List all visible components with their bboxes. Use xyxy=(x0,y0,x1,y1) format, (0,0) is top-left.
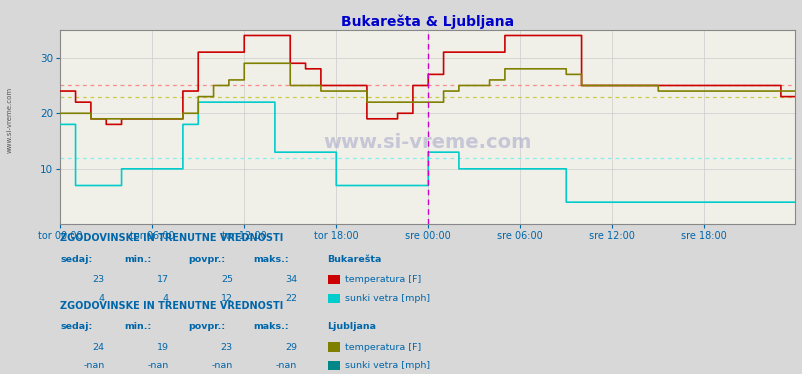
Text: min.:: min.: xyxy=(124,322,152,331)
Text: sunki vetra [mph]: sunki vetra [mph] xyxy=(345,361,430,370)
Text: 19: 19 xyxy=(156,343,168,352)
Text: ZGODOVINSKE IN TRENUTNE VREDNOSTI: ZGODOVINSKE IN TRENUTNE VREDNOSTI xyxy=(60,301,283,310)
Text: -nan: -nan xyxy=(212,361,233,370)
Text: 12: 12 xyxy=(221,294,233,303)
Text: 34: 34 xyxy=(285,275,297,284)
Text: 29: 29 xyxy=(285,343,297,352)
Text: maks.:: maks.: xyxy=(253,255,288,264)
Text: 25: 25 xyxy=(221,275,233,284)
Text: -nan: -nan xyxy=(83,361,104,370)
Text: temperatura [F]: temperatura [F] xyxy=(345,275,421,284)
Text: www.si-vreme.com: www.si-vreme.com xyxy=(6,87,13,153)
Text: povpr.:: povpr.: xyxy=(188,322,225,331)
Text: Ljubljana: Ljubljana xyxy=(327,322,376,331)
Text: maks.:: maks.: xyxy=(253,322,288,331)
Text: povpr.:: povpr.: xyxy=(188,255,225,264)
Text: 4: 4 xyxy=(163,294,168,303)
Text: min.:: min.: xyxy=(124,255,152,264)
Text: 4: 4 xyxy=(99,294,104,303)
Text: sunki vetra [mph]: sunki vetra [mph] xyxy=(345,294,430,303)
Text: sedaj:: sedaj: xyxy=(60,255,92,264)
Text: 23: 23 xyxy=(221,343,233,352)
Text: 23: 23 xyxy=(92,275,104,284)
Text: www.si-vreme.com: www.si-vreme.com xyxy=(323,133,531,152)
Text: Bukarešta: Bukarešta xyxy=(327,255,382,264)
Text: ZGODOVINSKE IN TRENUTNE VREDNOSTI: ZGODOVINSKE IN TRENUTNE VREDNOSTI xyxy=(60,233,283,243)
Text: -nan: -nan xyxy=(276,361,297,370)
Text: 24: 24 xyxy=(92,343,104,352)
Text: -nan: -nan xyxy=(148,361,168,370)
Text: 17: 17 xyxy=(156,275,168,284)
Title: Bukarešta & Ljubljana: Bukarešta & Ljubljana xyxy=(341,14,513,29)
Text: temperatura [F]: temperatura [F] xyxy=(345,343,421,352)
Text: 22: 22 xyxy=(285,294,297,303)
Text: sedaj:: sedaj: xyxy=(60,322,92,331)
